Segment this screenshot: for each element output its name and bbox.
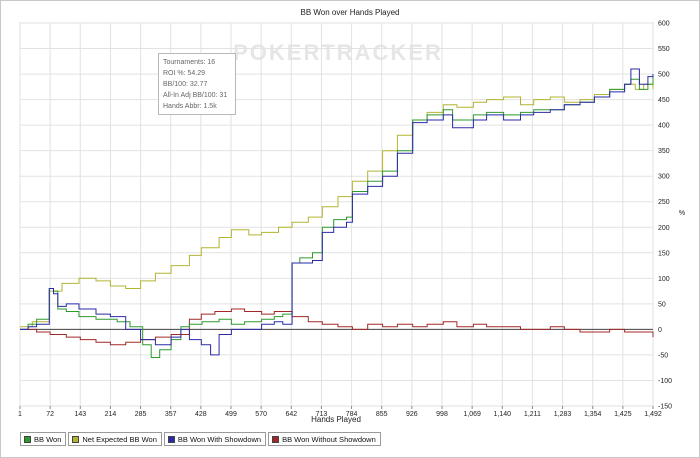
- x-tick-label: 357: [165, 411, 177, 418]
- x-tick-label: 642: [285, 411, 297, 418]
- x-tick-label: 72: [46, 411, 54, 418]
- x-tick-label: 1,492: [644, 411, 662, 418]
- legend-item-without-showdown[interactable]: BB Won Without Showdown: [268, 432, 381, 446]
- y-tick-label: 500: [658, 72, 670, 79]
- x-tick-label: 285: [135, 411, 147, 418]
- legend-swatch-bb-won: [24, 435, 31, 443]
- y-tick-label: 100: [658, 276, 670, 283]
- y-tick-label: -100: [658, 378, 672, 385]
- x-tick-label: 1: [18, 411, 22, 418]
- x-tick-label: 1,140: [494, 411, 512, 418]
- x-tick-label: 428: [195, 411, 207, 418]
- legend-label-bb-won: BB Won: [34, 434, 62, 444]
- x-tick-label: 1,211: [524, 411, 541, 418]
- y-tick-label: 300: [658, 174, 670, 181]
- legend-item-net-expected[interactable]: Net Expected BB Won: [68, 432, 162, 446]
- legend-label-with-showdown: BB Won With Showdown: [177, 434, 262, 444]
- legend-item-bb-won[interactable]: BB Won: [20, 432, 67, 446]
- legend-swatch-net-expected: [72, 435, 80, 443]
- y-tick-label: 450: [658, 97, 670, 104]
- y-tick-label: 400: [658, 123, 670, 130]
- y-tick-label: 200: [658, 225, 670, 232]
- x-tick-label: 926: [406, 411, 418, 418]
- y-tick-label: 150: [658, 250, 670, 257]
- series-line-2: [20, 68, 654, 356]
- series-line-0: [20, 74, 654, 358]
- legend: BB Won Net Expected BB Won BB Won With S…: [20, 432, 383, 446]
- y-tick-label: 350: [658, 148, 670, 155]
- x-tick-label: 713: [316, 411, 328, 418]
- x-tick-label: 784: [346, 411, 358, 418]
- stats-allin-adj: All-In Adj BB/100: 31: [163, 92, 228, 99]
- legend-label-net-expected: Net Expected BB Won: [82, 434, 157, 444]
- legend-label-without-showdown: BB Won Without Showdown: [282, 434, 376, 444]
- x-tick-label: 1,425: [614, 411, 632, 418]
- y-tick-label: -50: [658, 352, 668, 359]
- x-tick-label: 1,354: [584, 411, 602, 418]
- x-tick-label: 214: [105, 411, 117, 418]
- y-tick-label: 50: [658, 301, 666, 308]
- y-tick-label: 600: [658, 21, 670, 28]
- stats-tournaments: Tournaments: 16: [163, 59, 216, 66]
- watermark-logo: POKERTRACKER: [233, 40, 443, 65]
- grid-lines: [19, 22, 654, 407]
- legend-item-with-showdown[interactable]: BB Won With Showdown: [163, 432, 267, 446]
- x-tick-label: 1,283: [554, 411, 572, 418]
- y-tick-label: 550: [658, 46, 670, 53]
- y-axis-label: %: [679, 210, 685, 217]
- x-tick-label: 570: [255, 411, 267, 418]
- x-tick-label: 998: [436, 411, 448, 418]
- y-tick-label: -150: [658, 404, 672, 411]
- x-tick-label: 143: [74, 411, 86, 418]
- stats-bb100: BB/100: 32.77: [163, 81, 208, 88]
- stats-hands: Hands Abbr: 1.5k: [163, 103, 217, 110]
- chart-title: BB Won over Hands Played: [300, 8, 400, 17]
- series-line-3: [20, 308, 654, 346]
- plot-area-border: [19, 22, 654, 407]
- y-tick-label: 0: [658, 327, 662, 334]
- stats-box: Tournaments: 16 ROI %: 54.29 BB/100: 32.…: [158, 53, 236, 115]
- x-tick-label: 855: [376, 411, 388, 418]
- x-tick-label: 499: [225, 411, 237, 418]
- x-axis-label: Hands Played: [311, 415, 361, 424]
- stats-roi: ROI %: 54.29: [163, 70, 206, 77]
- legend-swatch-without-showdown: [272, 435, 280, 443]
- series-line-1: [20, 83, 654, 328]
- x-tick-label: 1,069: [463, 411, 481, 418]
- legend-swatch-with-showdown: [167, 435, 175, 443]
- series-lines: [20, 68, 654, 358]
- y-tick-label: 250: [658, 199, 670, 206]
